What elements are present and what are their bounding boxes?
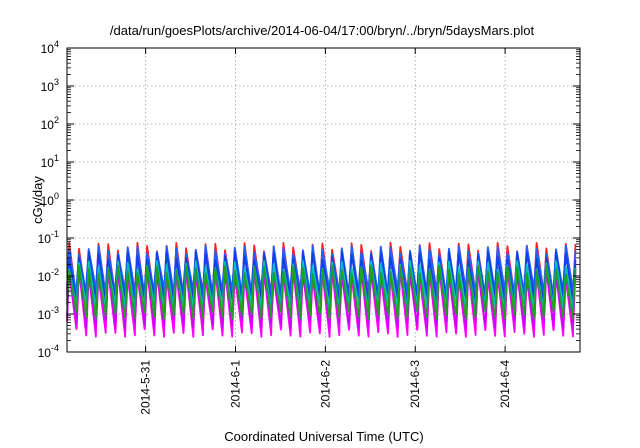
x-tick-label: 2014-5-31 xyxy=(139,360,153,415)
y-tick-base: 10 xyxy=(41,118,55,132)
y-tick-base: 10 xyxy=(38,346,52,360)
y-tick-label: 104 xyxy=(41,39,59,56)
y-tick-base: 10 xyxy=(38,308,52,322)
series-line xyxy=(66,264,577,320)
y-tick-exponent: 4 xyxy=(54,39,59,49)
y-tick-base: 10 xyxy=(41,42,55,56)
y-tick-base: 10 xyxy=(38,232,52,246)
y-tick-base: 10 xyxy=(41,80,55,94)
y-tick-exponent: 1 xyxy=(54,153,59,163)
plot-border xyxy=(66,47,581,353)
y-tick-label: 10-4 xyxy=(38,343,59,360)
y-tick-label: 103 xyxy=(41,77,59,94)
x-tick-label: 2014-6-3 xyxy=(408,360,422,408)
x-axis-label: Coordinated Universal Time (UTC) xyxy=(224,429,423,444)
series-layer xyxy=(66,241,577,338)
y-tick-label: 10-2 xyxy=(38,267,59,284)
y-tick-base: 10 xyxy=(38,270,52,284)
y-tick-label: 10-3 xyxy=(38,305,59,322)
y-tick-base: 10 xyxy=(41,194,55,208)
y-tick-exponent: 2 xyxy=(54,115,59,125)
x-tick-label: 2014-6-1 xyxy=(229,360,243,408)
x-tick-label: 2014-6-4 xyxy=(498,360,512,408)
x-tick-label: 2014-6-2 xyxy=(318,360,332,408)
y-tick-exponent: 3 xyxy=(54,77,59,87)
y-tick-exponent: 0 xyxy=(54,191,59,201)
y-tick-exponent: -3 xyxy=(51,305,59,315)
y-tick-label: 101 xyxy=(41,153,59,170)
y-tick-label: 100 xyxy=(41,191,59,208)
y-tick-label: 102 xyxy=(41,115,59,132)
y-tick-exponent: -1 xyxy=(51,229,59,239)
y-tick-label: 10-1 xyxy=(38,229,59,246)
y-tick-base: 10 xyxy=(41,156,55,170)
y-tick-exponent: -4 xyxy=(51,343,59,353)
y-axis-label: cGy/day xyxy=(30,176,45,224)
chart-title: /data/run/goesPlots/archive/2014-06-04/1… xyxy=(110,23,535,38)
y-tick-exponent: -2 xyxy=(51,267,59,277)
axis-layer: 2014-5-31 2014-6-1 2014-6-2 2014-6-3 2014-6-… xyxy=(38,39,581,415)
